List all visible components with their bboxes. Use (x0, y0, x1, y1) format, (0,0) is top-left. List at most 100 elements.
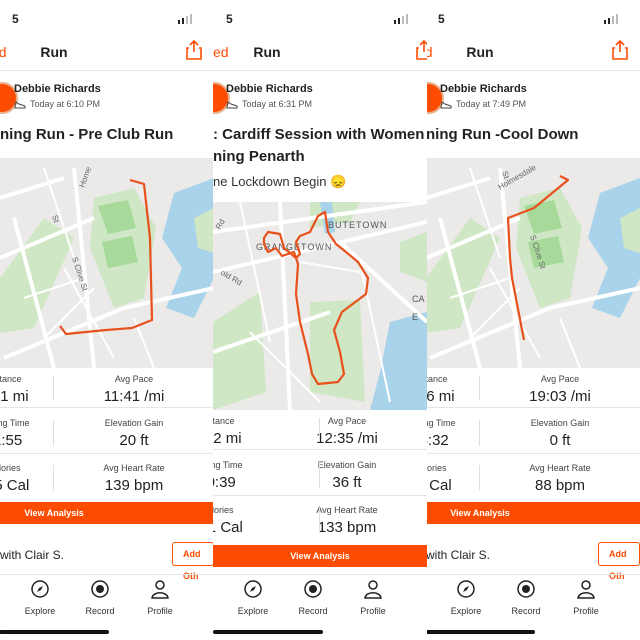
tab-bar: Explore Record Profile (213, 574, 427, 640)
view-analysis-button[interactable]: View Analysis (213, 545, 427, 567)
status-bar: 5 (0, 0, 214, 34)
route-map[interactable]: Home S Clive St St (0, 158, 214, 368)
athlete-name[interactable]: Debbie Richards (440, 83, 527, 95)
route-map[interactable]: BUTETOWN GRANGETOWN Rd old Rd CA E (213, 202, 427, 410)
compass-icon (457, 580, 475, 598)
tab-explore[interactable]: Explore (436, 579, 496, 616)
stat-elevation-gain: Elevation Gain 0 ft (530, 418, 590, 449)
group-row: with Clair S. Add Oth (426, 536, 640, 581)
divider (0, 407, 214, 408)
map-label: St (50, 214, 61, 225)
map-label: St (500, 170, 511, 181)
group-row: with Clair S. Add Oth (0, 536, 214, 581)
activity-screen-2: 5 ed Run Debbie Richards Today at 6:31 P… (213, 0, 427, 640)
athlete-row[interactable]: Debbie Richards Today at 6:10 PM (0, 76, 214, 124)
shoe-icon (14, 101, 26, 109)
view-analysis-button[interactable]: View Analysis (0, 502, 214, 524)
athlete-row[interactable]: Debbie Richards Today at 6:31 PM (213, 76, 427, 124)
activity-title: ning Run - Pre Club Run (0, 126, 174, 143)
divider (319, 507, 320, 533)
divider (479, 420, 480, 446)
athlete-row[interactable]: Debbie Richards Today at 7:49 PM (426, 76, 640, 124)
divider (53, 465, 54, 491)
back-button[interactable]: ed (0, 44, 7, 60)
nav-bar: ed Run (426, 34, 640, 71)
record-icon (517, 580, 535, 598)
activity-date: Today at 6:10 PM (14, 99, 100, 109)
stat-elevation-gain: Elevation Gain 20 ft (104, 418, 164, 449)
map-label: E (412, 312, 418, 322)
signal-icon (394, 14, 408, 24)
divider (0, 453, 214, 454)
athlete-name[interactable]: Debbie Richards (226, 83, 313, 95)
back-button[interactable]: ed (213, 44, 229, 60)
stat-moving-time: Moving Time11:55 (0, 418, 30, 449)
home-indicator (426, 630, 535, 634)
screen-title: Run (40, 44, 68, 60)
tab-record[interactable]: Record (283, 579, 343, 616)
activity-date: Today at 6:31 PM (226, 99, 312, 109)
stat-avg-pace: Avg Pace 12:35 /mi (316, 416, 378, 447)
nav-bar: ed Run (213, 34, 427, 71)
person-icon (577, 580, 595, 599)
divider (213, 495, 427, 496)
compass-icon (31, 580, 49, 598)
tab-profile[interactable]: Profile (130, 579, 190, 616)
stat-moving-time: Moving Time14:32 (426, 418, 456, 449)
tab-profile[interactable]: Profile (556, 579, 616, 616)
activity-date: Today at 7:49 PM (440, 99, 526, 109)
activity-screen-3: 5 ed Run Debbie Richards Today at 7:49 P… (426, 0, 640, 640)
divider (213, 449, 427, 450)
person-icon (364, 580, 382, 599)
tab-record[interactable]: Record (70, 579, 130, 616)
activity-title: : Cardiff Session with Women (213, 126, 425, 143)
compass-icon (244, 580, 262, 598)
stat-distance: Distance0.76 mi (426, 374, 455, 405)
share-icon[interactable] (416, 39, 427, 65)
date-text: Today at 7:49 PM (456, 99, 527, 109)
tab-record[interactable]: Record (496, 579, 556, 616)
stat-moving-time: Moving Time50:39 (213, 460, 243, 491)
tab-explore[interactable]: Explore (10, 579, 70, 616)
map-label: CA (412, 294, 425, 304)
shoe-icon (440, 101, 452, 109)
share-icon[interactable] (612, 39, 628, 65)
date-text: Today at 6:10 PM (30, 99, 101, 109)
divider (53, 420, 54, 446)
signal-icon (604, 14, 618, 24)
stat-avg-pace: Avg Pace 11:41 /mi (103, 374, 165, 405)
route-map[interactable]: Holmesdale S Clive St St (426, 158, 640, 368)
status-time: 5 (438, 12, 445, 26)
divider (319, 462, 320, 488)
athlete-name[interactable]: Debbie Richards (14, 83, 101, 95)
home-indicator (0, 630, 109, 634)
stat-avg-heart-rate: Avg Heart Rate 139 bpm (103, 463, 165, 494)
tab-explore[interactable]: Explore (223, 579, 283, 616)
nav-bar: ed Run (0, 34, 214, 71)
divider (426, 407, 640, 408)
person-icon (151, 580, 169, 599)
add-others-button[interactable]: Add Oth (172, 542, 214, 581)
activity-title-line2: ning Penarth (213, 148, 305, 165)
divider (53, 376, 54, 400)
divider (479, 376, 480, 400)
map-label: BUTETOWN (328, 220, 387, 230)
view-analysis-button[interactable]: View Analysis (426, 502, 640, 524)
record-icon (304, 580, 322, 598)
tab-profile[interactable]: Profile (343, 579, 403, 616)
screen-title: Run (466, 44, 494, 60)
activity-screen-1: 5 ed Run Debbie Richards Today at 6:10 P… (0, 0, 214, 640)
activity-description: ne Lockdown Begin 😞 (213, 174, 347, 189)
signal-icon (178, 14, 192, 24)
status-bar: 5 (213, 0, 427, 34)
with-athletes[interactable]: with Clair S. (0, 548, 65, 562)
add-others-button[interactable]: Add Oth (598, 542, 640, 581)
record-icon (91, 580, 109, 598)
status-time: 5 (226, 12, 233, 26)
share-icon[interactable] (186, 39, 202, 65)
divider (479, 465, 480, 491)
back-button[interactable]: ed (426, 44, 433, 60)
with-athletes[interactable]: with Clair S. (426, 548, 491, 562)
screen-title: Run (253, 44, 281, 60)
status-bar: 5 (426, 0, 640, 34)
